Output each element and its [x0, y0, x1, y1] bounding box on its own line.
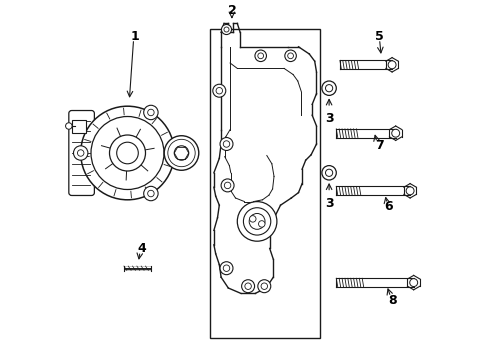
Circle shape: [167, 139, 195, 167]
Circle shape: [223, 265, 229, 271]
Circle shape: [321, 81, 336, 95]
Circle shape: [109, 135, 145, 171]
Circle shape: [147, 190, 154, 197]
Text: 3: 3: [324, 112, 333, 125]
Text: 2: 2: [227, 4, 236, 17]
Circle shape: [257, 280, 270, 293]
Circle shape: [325, 169, 332, 176]
Bar: [210, 29, 320, 338]
Circle shape: [406, 187, 413, 195]
Circle shape: [409, 279, 417, 287]
Circle shape: [287, 53, 293, 59]
Circle shape: [143, 105, 158, 120]
Circle shape: [77, 150, 84, 156]
Circle shape: [224, 182, 230, 189]
Text: 5: 5: [374, 30, 383, 42]
Text: 6: 6: [384, 201, 392, 213]
Circle shape: [258, 221, 264, 227]
Text: 1: 1: [130, 30, 139, 42]
Circle shape: [241, 280, 254, 293]
Text: 4: 4: [137, 242, 146, 255]
Circle shape: [325, 85, 332, 92]
Circle shape: [391, 129, 399, 137]
Circle shape: [284, 50, 296, 62]
Circle shape: [244, 283, 251, 289]
Circle shape: [212, 84, 225, 97]
Circle shape: [147, 109, 154, 116]
Circle shape: [249, 213, 264, 229]
Circle shape: [81, 106, 174, 200]
Circle shape: [143, 186, 158, 201]
FancyBboxPatch shape: [69, 111, 94, 195]
Circle shape: [220, 262, 232, 275]
Circle shape: [65, 123, 72, 129]
Circle shape: [223, 141, 229, 147]
Circle shape: [254, 50, 266, 62]
Text: 8: 8: [387, 294, 396, 307]
Circle shape: [221, 179, 234, 192]
Circle shape: [216, 87, 222, 94]
Circle shape: [220, 138, 232, 150]
Circle shape: [221, 24, 231, 35]
Circle shape: [243, 208, 270, 235]
FancyBboxPatch shape: [72, 120, 86, 133]
Circle shape: [321, 166, 336, 180]
Circle shape: [224, 27, 228, 32]
Text: 3: 3: [324, 197, 333, 210]
Circle shape: [237, 202, 276, 241]
Circle shape: [257, 53, 263, 59]
Circle shape: [73, 146, 88, 160]
Circle shape: [164, 136, 199, 170]
Circle shape: [249, 216, 256, 222]
Circle shape: [170, 142, 192, 164]
Circle shape: [387, 61, 395, 69]
Circle shape: [91, 117, 163, 189]
Circle shape: [117, 142, 138, 164]
Circle shape: [174, 146, 188, 160]
Circle shape: [261, 283, 267, 289]
Text: 7: 7: [374, 139, 383, 152]
